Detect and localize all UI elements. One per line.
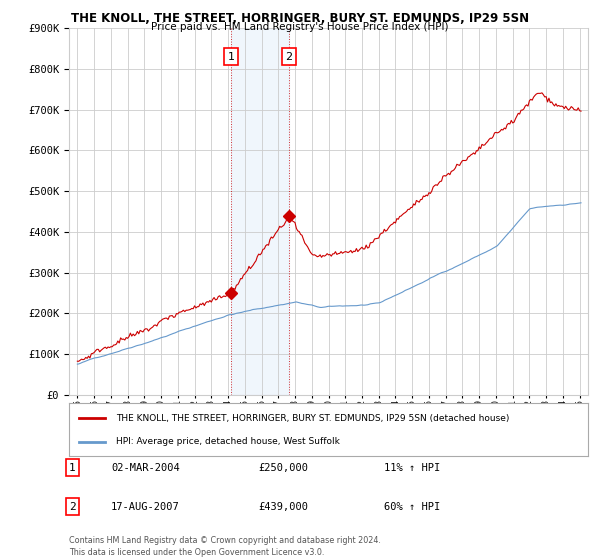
Text: 60% ↑ HPI: 60% ↑ HPI <box>384 502 440 512</box>
Text: This data is licensed under the Open Government Licence v3.0.: This data is licensed under the Open Gov… <box>69 548 325 557</box>
Text: 2: 2 <box>69 502 76 512</box>
Text: 02-MAR-2004: 02-MAR-2004 <box>111 463 180 473</box>
Text: 11% ↑ HPI: 11% ↑ HPI <box>384 463 440 473</box>
Text: £250,000: £250,000 <box>258 463 308 473</box>
Text: 1: 1 <box>69 463 76 473</box>
Text: THE KNOLL, THE STREET, HORRINGER, BURY ST. EDMUNDS, IP29 5SN: THE KNOLL, THE STREET, HORRINGER, BURY S… <box>71 12 529 25</box>
Text: Price paid vs. HM Land Registry's House Price Index (HPI): Price paid vs. HM Land Registry's House … <box>151 22 449 32</box>
Text: HPI: Average price, detached house, West Suffolk: HPI: Average price, detached house, West… <box>116 437 340 446</box>
Text: £439,000: £439,000 <box>258 502 308 512</box>
Text: Contains HM Land Registry data © Crown copyright and database right 2024.: Contains HM Land Registry data © Crown c… <box>69 536 381 545</box>
Text: 17-AUG-2007: 17-AUG-2007 <box>111 502 180 512</box>
Text: 1: 1 <box>227 52 235 62</box>
Text: 2: 2 <box>285 52 292 62</box>
Bar <box>231 28 289 395</box>
Text: THE KNOLL, THE STREET, HORRINGER, BURY ST. EDMUNDS, IP29 5SN (detached house): THE KNOLL, THE STREET, HORRINGER, BURY S… <box>116 414 509 423</box>
